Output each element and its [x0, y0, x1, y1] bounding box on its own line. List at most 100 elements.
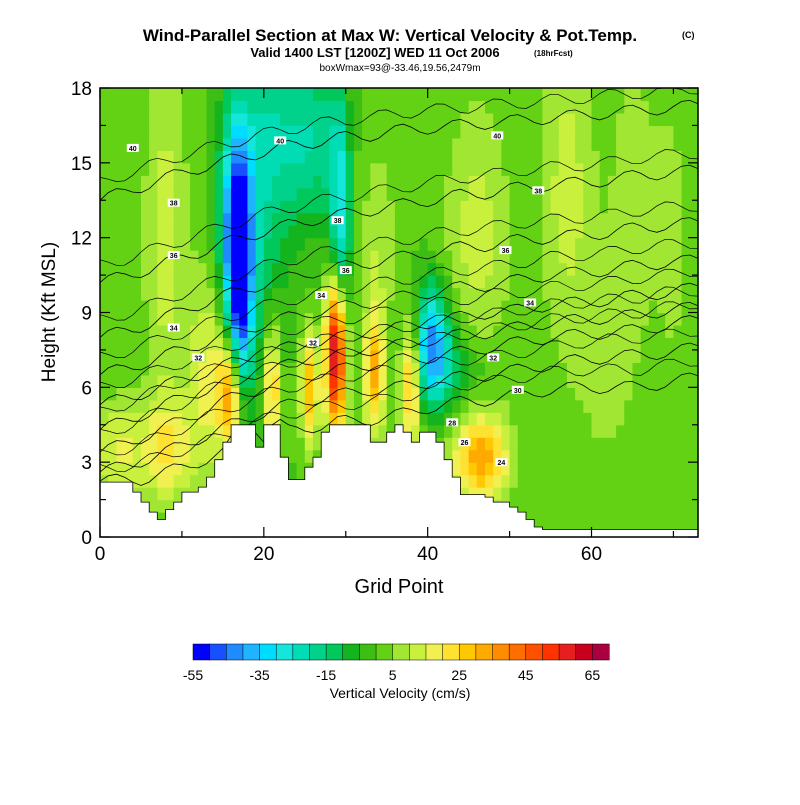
w-cell: [542, 312, 552, 326]
w-cell: [394, 349, 404, 363]
w-cell: [681, 175, 691, 189]
w-cell: [460, 88, 470, 102]
w-cell: [403, 125, 412, 139]
colorbar-swatch: [409, 643, 427, 661]
w-cell: [435, 162, 445, 176]
w-cell: [616, 337, 625, 351]
w-cell: [272, 137, 281, 151]
w-cell: [591, 300, 601, 314]
w-cell: [198, 437, 208, 451]
w-cell: [525, 137, 535, 151]
w-cell: [624, 212, 634, 226]
w-cell: [468, 125, 478, 139]
w-cell: [607, 449, 617, 463]
w-cell: [558, 187, 568, 201]
w-cell: [312, 250, 322, 264]
w-cell: [599, 137, 609, 151]
w-cell: [460, 424, 470, 438]
w-cell: [419, 112, 429, 127]
w-cell: [534, 412, 543, 426]
w-cell: [673, 275, 683, 289]
w-cell: [640, 250, 650, 264]
w-cell: [493, 187, 502, 201]
w-cell: [444, 449, 453, 463]
w-cell: [607, 487, 617, 501]
w-cell: [386, 262, 396, 276]
w-cell: [542, 200, 552, 214]
w-cell: [190, 162, 199, 176]
colorbar-tick-label: -55: [183, 667, 203, 683]
w-cell: [222, 262, 232, 276]
w-cell: [575, 424, 584, 438]
w-cell: [591, 88, 601, 102]
w-cell: [165, 412, 175, 426]
w-cell: [378, 212, 388, 226]
w-cell: [681, 88, 691, 102]
contour-label-text: 38: [170, 201, 178, 208]
w-cell: [411, 262, 421, 276]
w-cell: [288, 424, 298, 438]
w-cell: [501, 275, 511, 289]
w-cell: [599, 499, 609, 513]
w-cell: [214, 200, 224, 214]
w-cell: [198, 262, 208, 276]
w-cell: [353, 250, 363, 264]
w-cell: [509, 150, 519, 164]
w-cell: [411, 225, 421, 239]
w-cell: [640, 200, 650, 214]
w-cell: [231, 212, 240, 226]
w-cell: [493, 287, 502, 301]
w-cell: [485, 125, 494, 139]
theta-contour-26: [99, 342, 699, 473]
w-cell: [648, 250, 658, 264]
w-cell: [378, 337, 388, 351]
w-cell: [345, 200, 355, 214]
w-cell: [616, 499, 625, 513]
w-cell: [280, 100, 290, 114]
w-cell: [190, 250, 199, 264]
w-cell: [673, 312, 683, 326]
w-cell: [460, 374, 470, 388]
w-cell: [108, 88, 117, 102]
w-cell: [116, 137, 126, 151]
w-cell: [509, 100, 519, 114]
colorbar-tick-label: -35: [249, 667, 269, 683]
w-cell: [501, 312, 511, 326]
w-cell: [173, 150, 183, 164]
w-cell: [681, 200, 691, 214]
w-cell: [296, 125, 306, 139]
w-cell: [493, 162, 502, 176]
w-cell: [321, 399, 330, 413]
w-cell: [501, 324, 511, 339]
w-cell: [263, 387, 273, 401]
w-cell: [345, 412, 355, 426]
w-cell: [591, 262, 601, 276]
w-cell: [427, 424, 437, 438]
w-cell: [591, 387, 601, 401]
w-cell: [362, 150, 371, 164]
w-cell: [116, 287, 126, 301]
w-cell: [140, 399, 150, 413]
w-cell: [517, 349, 527, 363]
w-cell: [599, 362, 609, 376]
w-cell: [648, 125, 658, 139]
w-cell: [214, 162, 224, 176]
w-cell: [435, 88, 445, 102]
w-cell: [165, 337, 175, 351]
w-cell: [386, 100, 396, 114]
w-cell: [157, 225, 167, 239]
w-cell: [435, 300, 445, 314]
w-cell: [124, 387, 134, 401]
w-cell: [411, 337, 421, 351]
w-cell: [444, 225, 453, 239]
w-cell: [616, 324, 625, 339]
w-cell: [673, 112, 683, 127]
w-cell: [239, 225, 249, 239]
w-cell: [665, 362, 675, 376]
w-cell: [124, 449, 134, 463]
w-cell: [149, 112, 158, 127]
w-cell: [509, 412, 519, 426]
w-cell: [534, 349, 543, 363]
w-cell: [296, 200, 306, 214]
w-cell: [231, 237, 240, 251]
